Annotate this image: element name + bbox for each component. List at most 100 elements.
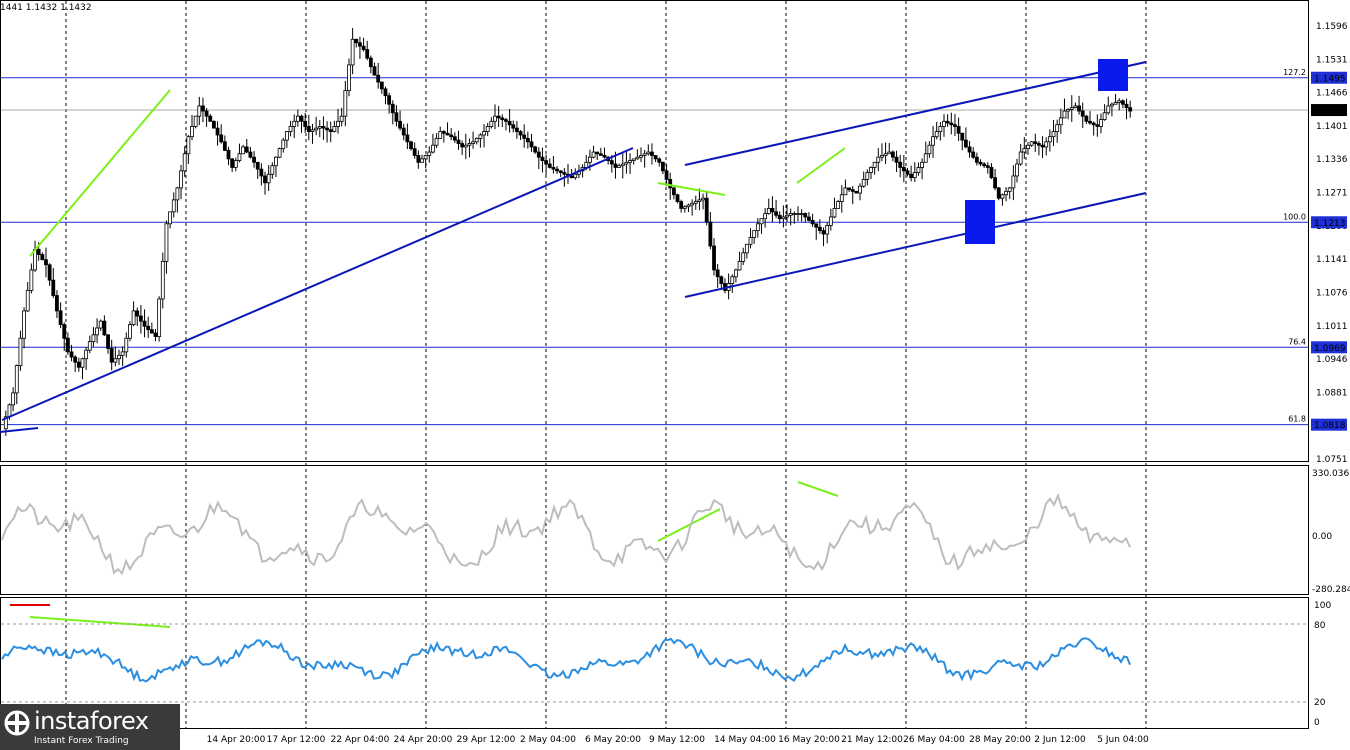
candle-body [734,269,738,278]
rsi-indicator [1,604,1308,703]
candle-body [412,148,417,156]
candle-body [168,211,172,225]
candle-body [631,158,636,161]
candle-body [438,131,443,139]
ohlc-readout: 1441 1.1432 1.1432 [0,3,92,13]
candle-body [814,223,819,228]
cci-indicator [1,492,1131,576]
candle-body [909,173,914,179]
candle-body [288,126,293,132]
candle-body [781,216,786,220]
candle-body [1091,122,1096,126]
x-tick-label: 14 May 04:00 [714,735,776,745]
candle-body [208,115,213,122]
candle-body [887,151,892,155]
candle-body [679,201,684,209]
candle-body [164,223,169,262]
candle-body [482,131,486,136]
candle-body [982,163,987,167]
x-tick-label: 29 Apr 12:00 [457,735,516,745]
candle-body [197,105,202,117]
candle-body [985,165,990,168]
fib-levels: 127.2 100.0 76.4 61.8 [1,68,1308,426]
x-tick-label: 16 May 20:00 [778,735,840,745]
candle-body [295,115,300,122]
candle-body [241,146,246,155]
candle-body [770,208,775,213]
candle-body [347,64,351,91]
candle-body [51,279,56,296]
candle-body [383,88,388,97]
candle-body [602,155,607,158]
candle-body [1124,103,1129,109]
candle-body [715,269,720,278]
candle-body [956,126,961,134]
fib-ratio-label: 76.4 [1288,337,1306,346]
candle-body [219,134,224,143]
candle-body [401,127,406,136]
candle-body [80,358,85,368]
candle-body [850,189,855,192]
candle-body [131,310,136,325]
candle-body [274,156,278,167]
x-tick-label: 28 May 20:00 [969,735,1031,745]
candle-body [1128,107,1133,112]
candle-body [91,334,96,343]
price-tick-label: 1.1531 [1316,55,1348,65]
candle-body [1018,151,1023,165]
divergence-line [657,182,726,196]
candle-body [18,337,23,366]
candle-body [478,134,483,139]
candle-body [898,161,903,168]
fib-price-flag: 1.0969 [1314,344,1346,354]
candle-body [1007,187,1012,192]
candle-body [95,327,99,336]
candle-body [810,219,815,225]
candle-body [1055,124,1060,132]
candle-body [14,365,19,394]
candle-body [106,334,110,349]
candle-body [332,126,337,132]
cci-tick-label: -280.2848 [1312,585,1350,595]
candle-body [175,187,180,201]
candle-body [409,141,413,150]
candle-body [416,155,421,163]
candle-body [1047,136,1052,143]
price-flags: 1.1495 1.1213 1.0969 1.0818 1.1432 [1311,71,1347,431]
sell-signal-marker [1098,59,1128,91]
candle-body [379,81,384,90]
candle-body [869,167,873,173]
fib-price-flag: 1.0818 [1314,421,1346,431]
candle-body [354,38,359,44]
candle-body [248,151,253,158]
fib-price-flag-bg [1311,341,1347,354]
rsi-tick-label: 0 [1314,718,1320,728]
candle-body [467,143,472,146]
candle-body [595,151,600,155]
candle-body [1000,194,1005,199]
trendline [0,427,39,433]
candle-body [901,167,906,172]
divergence-line [657,508,721,542]
candle-body [730,276,735,284]
candle-body [40,254,45,261]
candle-body [376,74,381,83]
candle-body [255,161,260,170]
candle-body [836,201,841,209]
candle-body [372,66,377,76]
x-tick-label: 2 Jun 12:00 [1034,735,1086,745]
candle-body [36,249,41,255]
candle-body [434,137,439,146]
candle-body [964,139,968,148]
candle-body [3,416,8,430]
fib-price-flag-bg [1311,216,1347,229]
candle-body [682,206,687,209]
price-tick-label: 1.0946 [1316,355,1348,365]
candle-body [456,139,461,144]
candle-body [650,151,654,156]
price-panel [0,0,1309,462]
fib-price-flag-bg [1311,71,1347,84]
price-tick-label: 1.0751 [1316,455,1348,465]
candle-body [883,153,888,156]
candle-body [69,351,74,358]
